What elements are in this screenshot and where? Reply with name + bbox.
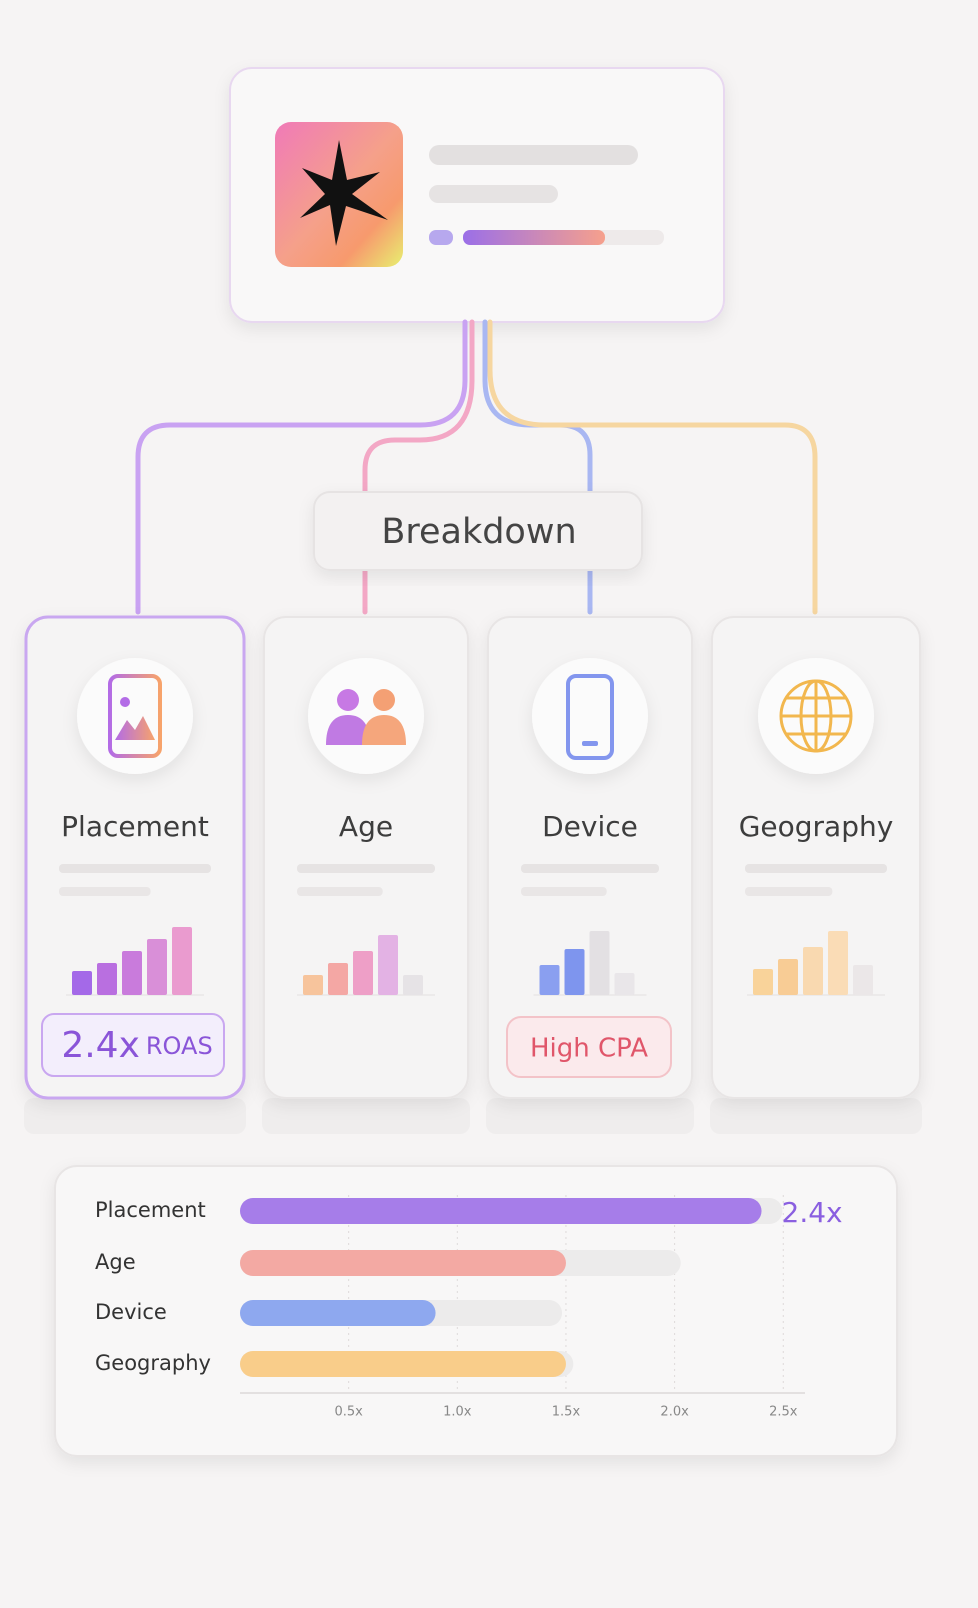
icon xyxy=(582,741,598,746)
x-tick-label: 1.5x xyxy=(552,1405,581,1420)
mini-bar xyxy=(97,963,117,995)
connectors xyxy=(135,319,818,615)
breakdown-box xyxy=(313,491,643,571)
icon xyxy=(108,674,162,758)
cards: Placement 2.4x ROAS Age Device High CPA Geogra… xyxy=(24,615,922,1134)
x-tick-label: 2.5x xyxy=(769,1405,798,1420)
placeholder xyxy=(59,887,151,896)
mini-bar xyxy=(614,973,635,995)
breakdown-title: Breakdown xyxy=(381,512,576,552)
mini-bar xyxy=(403,975,423,995)
icon-circle xyxy=(532,658,648,774)
card-base xyxy=(262,1098,470,1134)
mini-bar xyxy=(303,975,323,995)
mini-bar xyxy=(122,951,142,995)
icon xyxy=(373,689,395,711)
bar xyxy=(240,1250,566,1276)
icon-circle xyxy=(77,658,193,774)
placeholder xyxy=(745,864,887,873)
connector xyxy=(487,319,818,615)
connector xyxy=(135,319,468,615)
mini-bar xyxy=(72,971,92,995)
card-label: Device xyxy=(542,810,638,843)
placeholder xyxy=(521,887,607,896)
icon-circle xyxy=(308,658,424,774)
icon xyxy=(120,697,130,707)
mini-bar xyxy=(328,963,348,995)
placeholder xyxy=(745,887,833,896)
mini-bar xyxy=(539,965,560,995)
card-label: Placement xyxy=(61,810,209,843)
category-label: Geography xyxy=(95,1351,211,1375)
placeholder xyxy=(297,864,435,873)
icon xyxy=(362,715,406,745)
card-base xyxy=(24,1098,246,1134)
bar xyxy=(240,1300,436,1326)
cpa-badge xyxy=(506,1016,672,1078)
mini-bar xyxy=(778,959,798,995)
roas-badge-text: 2.4x ROAS xyxy=(61,1025,212,1066)
roas-unit: ROAS xyxy=(146,1032,213,1060)
mini-bar xyxy=(564,949,585,995)
placeholder xyxy=(521,864,659,873)
placeholder xyxy=(297,887,383,896)
placeholder xyxy=(429,185,558,203)
x-tick-label: 1.0x xyxy=(443,1405,472,1420)
breakdown-card: Geography xyxy=(710,616,922,1134)
mini-bar xyxy=(172,927,192,995)
cpa-badge-text: High CPA xyxy=(530,1034,648,1064)
mini-bar xyxy=(828,931,848,995)
star-icon xyxy=(300,140,388,246)
mini-bar xyxy=(353,951,373,995)
category-label: Placement xyxy=(95,1198,206,1222)
placeholder xyxy=(429,145,638,165)
icon xyxy=(337,689,359,711)
x-tick-label: 0.5x xyxy=(334,1405,363,1420)
chart: 0.5x 1.0x 1.5x 2.0x 2.5x Placement 2.4x Age Devi… xyxy=(95,1195,843,1420)
x-tick-label: 2.0x xyxy=(660,1405,689,1420)
placeholder xyxy=(59,864,211,873)
roas-value: 2.4x xyxy=(61,1025,140,1066)
roas-badge xyxy=(41,1013,225,1077)
mini-bar xyxy=(803,947,823,995)
value-label: 2.4x xyxy=(782,1196,843,1229)
mini-bar xyxy=(753,969,773,995)
mini-bar xyxy=(853,965,873,995)
breakdown-card: Age xyxy=(262,616,470,1134)
bar xyxy=(240,1351,566,1377)
mini-bar xyxy=(378,935,398,995)
card-label: Geography xyxy=(739,810,894,843)
mini-bar xyxy=(147,939,167,995)
icon xyxy=(566,674,614,760)
breakdown-card: Device High CPA xyxy=(486,616,694,1134)
category-label: Device xyxy=(95,1300,167,1324)
connector xyxy=(362,319,475,615)
card-base xyxy=(486,1098,694,1134)
placeholder xyxy=(463,230,605,245)
category-label: Age xyxy=(95,1250,136,1274)
bar xyxy=(240,1198,762,1224)
card-base xyxy=(710,1098,922,1134)
mini-bar xyxy=(589,931,610,995)
breakdown-card: Placement 2.4x ROAS xyxy=(24,615,246,1134)
icon xyxy=(786,696,846,736)
placeholder xyxy=(429,230,453,245)
icon xyxy=(115,716,155,740)
icon xyxy=(326,715,370,745)
card-label: Age xyxy=(339,810,393,843)
